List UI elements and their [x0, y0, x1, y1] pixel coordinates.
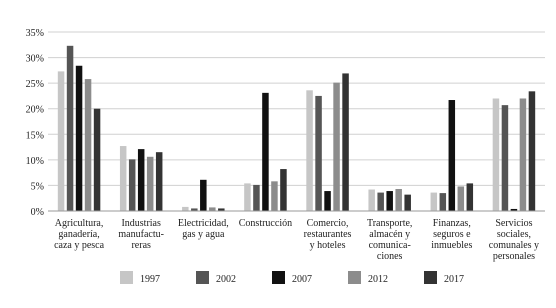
x-tick-label: Comercio, restaurantes y hoteles: [304, 218, 352, 251]
legend-swatch: [272, 271, 285, 284]
bar: [137, 149, 145, 211]
bar: [209, 207, 216, 211]
y-tick-label: 5%: [31, 181, 44, 192]
x-tick-label: Servicios sociales, comunales y personales: [489, 218, 539, 262]
bar: [324, 191, 331, 211]
bar: [430, 192, 438, 211]
bar: [501, 105, 509, 211]
bar: [66, 45, 74, 212]
y-tick-label: 10%: [26, 156, 44, 167]
y-tick-label: 0%: [31, 207, 44, 218]
bar: [182, 206, 189, 211]
bar: [377, 192, 384, 211]
bar: [93, 108, 101, 211]
bar: [271, 181, 278, 211]
bar: [519, 98, 527, 211]
bar: [218, 208, 225, 211]
bar: [492, 98, 500, 211]
legend-label: 2017: [444, 274, 464, 285]
bar: [244, 183, 251, 211]
y-tick-label: 15%: [26, 130, 44, 141]
bar: [528, 91, 536, 211]
bar: [342, 73, 349, 211]
legend-swatch: [120, 271, 133, 284]
x-tick-label: Transporte, almacén y comunica-ciones: [367, 218, 412, 262]
bar: [253, 184, 260, 211]
bar: [200, 179, 207, 211]
bar: [119, 146, 127, 211]
bar: [404, 194, 411, 211]
x-tick-label: Finanzas, seguros e inmuebles: [431, 218, 472, 251]
x-tick-label: Electricidad, gas y agua: [178, 218, 229, 240]
legend-label: 1997: [140, 274, 160, 285]
bar: [84, 79, 92, 212]
bar: [368, 189, 375, 211]
legend-swatch: [424, 271, 437, 284]
legend-label: 2007: [292, 274, 312, 285]
bar: [262, 92, 269, 211]
x-tick-label: Industrias manufactu-reras: [118, 218, 164, 251]
bar: [448, 100, 456, 211]
bar: [146, 156, 154, 211]
legend-label: 2012: [368, 274, 388, 285]
bar: [510, 208, 518, 211]
bar: [457, 186, 465, 211]
bar: [155, 152, 163, 211]
x-tick-label: Agricultura, ganadería, caza y pesca: [54, 218, 105, 251]
bar: [306, 90, 313, 211]
y-tick-label: 30%: [26, 54, 44, 65]
bar: [57, 71, 65, 211]
legend-swatch: [348, 271, 361, 284]
bar: [333, 82, 340, 211]
legend-label: 2002: [216, 274, 236, 285]
bar: [395, 189, 402, 211]
bar: [280, 169, 287, 211]
y-tick-label: 20%: [26, 105, 44, 116]
bar: [191, 208, 198, 211]
y-tick-label: 35%: [26, 28, 44, 39]
bar: [128, 159, 136, 211]
y-tick-label: 25%: [26, 79, 44, 90]
bar: [75, 65, 83, 211]
bar: [315, 95, 322, 211]
legend-swatch: [196, 271, 209, 284]
x-tick-label: Construcción: [239, 218, 292, 229]
bar: [466, 183, 474, 211]
bar: [439, 193, 447, 211]
bar: [386, 191, 393, 211]
